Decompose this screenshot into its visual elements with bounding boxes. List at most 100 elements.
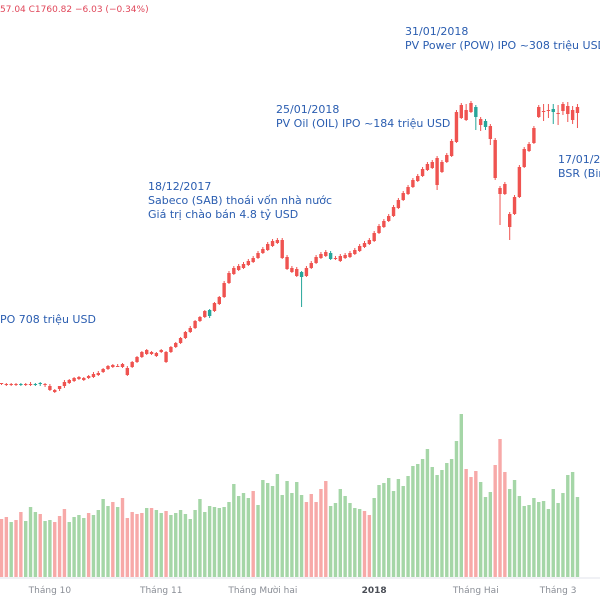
candle [454, 110, 459, 143]
candle-body [324, 252, 328, 256]
candle [459, 103, 463, 119]
volume-bar [425, 449, 430, 577]
candle-body [362, 243, 367, 247]
volume-bar [570, 472, 575, 577]
candle [106, 365, 110, 370]
candle [556, 105, 560, 125]
volume-bar [266, 483, 270, 577]
volume-bar [493, 465, 497, 577]
volume-bar [169, 515, 173, 577]
candle-body [454, 112, 459, 142]
candle-body [96, 373, 100, 375]
volume-bar [382, 483, 386, 577]
volume-bar [106, 506, 110, 577]
candle [246, 259, 251, 266]
candle [440, 160, 444, 173]
candle-body [377, 226, 381, 233]
volume-bar [33, 512, 38, 577]
candle-body [256, 253, 260, 258]
volume-bar [222, 507, 226, 577]
candle [28, 382, 33, 386]
volume-bar [164, 511, 168, 577]
volume-bar [416, 464, 420, 577]
volume-bar [203, 512, 207, 577]
candle [159, 349, 163, 353]
candle [396, 198, 401, 209]
candle [135, 356, 139, 363]
volume-bar [527, 505, 531, 577]
candle-body [566, 106, 570, 114]
candle [4, 383, 9, 386]
candle [362, 241, 367, 248]
candle [227, 271, 231, 284]
candle [295, 267, 299, 277]
candle-body [130, 362, 134, 367]
candle [425, 162, 430, 171]
volume-bar [53, 522, 57, 577]
candle-body [416, 176, 420, 181]
candle-body [270, 241, 275, 246]
x-tick-label: Tháng 3 [539, 586, 577, 596]
candle [101, 368, 105, 373]
candle [212, 302, 217, 312]
candle-body [406, 187, 410, 194]
candle [508, 212, 512, 240]
candle [178, 337, 183, 344]
candle [183, 331, 188, 339]
candle [493, 138, 497, 180]
volume-bar [241, 493, 246, 577]
volume-bar [435, 475, 439, 577]
annotation-line: 25/01/2018 [276, 103, 340, 116]
volume-bar [483, 497, 488, 577]
candle [411, 178, 415, 188]
candle-body [91, 374, 96, 377]
candle-body [28, 384, 33, 385]
volume-bar [140, 513, 144, 577]
candle-body [575, 107, 580, 113]
volume-bar [430, 467, 434, 577]
volume-bar [14, 520, 18, 577]
candle-body [474, 107, 478, 117]
annotation-line: BSR (Bin [558, 167, 600, 180]
candle-body [183, 332, 188, 338]
candle [353, 248, 357, 255]
candle [367, 238, 372, 245]
price-candles [0, 101, 580, 393]
candle [324, 250, 328, 257]
candle [503, 182, 507, 195]
candle-body [193, 321, 197, 328]
candle-body [459, 105, 463, 118]
candle-body [232, 268, 236, 274]
candle [406, 185, 410, 195]
candle-body [532, 128, 536, 143]
volume-bar [0, 519, 4, 577]
volume-bar [551, 489, 555, 577]
candle-body [304, 268, 309, 276]
candle-body [295, 269, 299, 276]
candle-body [62, 382, 67, 386]
volume-bar [532, 498, 536, 577]
candle-body [115, 366, 120, 367]
candle [77, 376, 81, 380]
candle-body [556, 113, 560, 114]
candle-body [111, 365, 115, 367]
volume-bar [561, 493, 565, 577]
volume-bar [503, 472, 507, 577]
volume-bar [522, 506, 526, 577]
candle [14, 383, 18, 386]
volume-bar [338, 489, 342, 577]
candle [387, 214, 391, 222]
candle-body [67, 380, 71, 383]
volume-bar [474, 471, 478, 577]
volume-bar [77, 515, 81, 577]
ohlc-readout: 57.04 C1760.82 −6.03 (−0.34%) [0, 5, 149, 15]
annotation-bsr: 17/01/2 BSR (Bin [558, 153, 600, 181]
x-axis-ticks: Tháng 10 Tháng 11 Tháng Mười hai 2018 Tháng … [28, 585, 577, 596]
candle [333, 256, 338, 260]
candle-body [280, 240, 284, 258]
candle [154, 352, 159, 357]
candle [391, 205, 396, 217]
candle [256, 251, 260, 259]
candle-body [411, 180, 415, 187]
candle-body [207, 310, 212, 316]
